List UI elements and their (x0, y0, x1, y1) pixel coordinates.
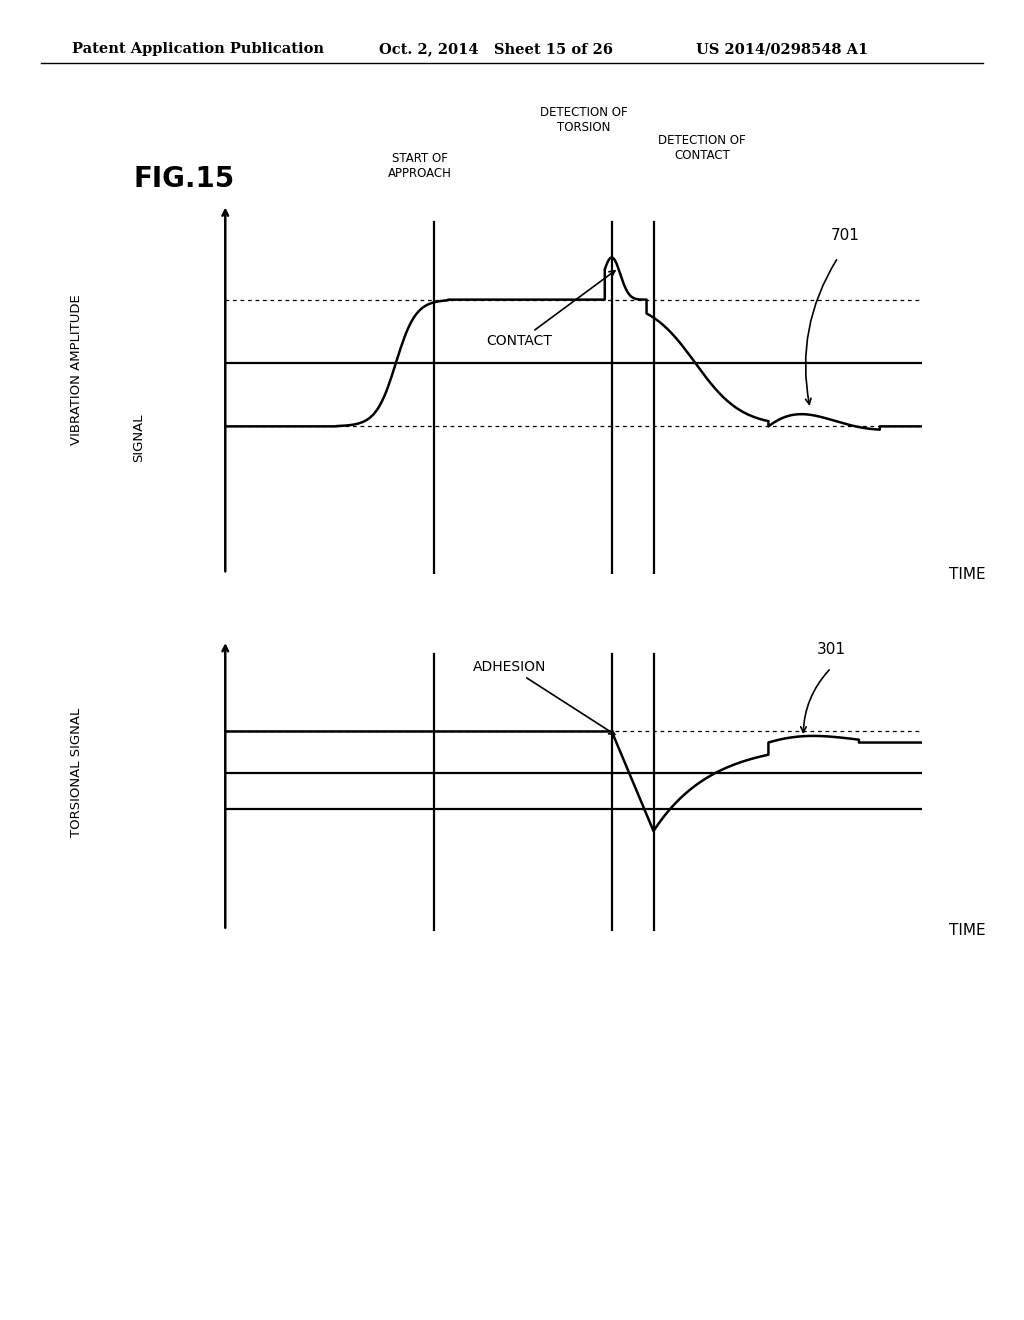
Text: TIME: TIME (949, 566, 986, 582)
Text: TIME: TIME (949, 923, 986, 939)
Text: US 2014/0298548 A1: US 2014/0298548 A1 (696, 42, 868, 57)
Text: FIG.15: FIG.15 (133, 165, 234, 193)
Text: DETECTION OF
CONTACT: DETECTION OF CONTACT (658, 135, 746, 162)
Text: DETECTION OF
TORSION: DETECTION OF TORSION (540, 106, 628, 135)
Text: 301: 301 (817, 642, 846, 657)
Text: SIGNAL: SIGNAL (132, 414, 144, 462)
Text: Oct. 2, 2014   Sheet 15 of 26: Oct. 2, 2014 Sheet 15 of 26 (379, 42, 613, 57)
Text: 701: 701 (831, 228, 860, 243)
Text: TORSIONAL SIGNAL: TORSIONAL SIGNAL (71, 708, 83, 837)
Text: CONTACT: CONTACT (486, 271, 615, 348)
Text: VIBRATION AMPLITUDE: VIBRATION AMPLITUDE (71, 294, 83, 445)
Text: Patent Application Publication: Patent Application Publication (72, 42, 324, 57)
Text: START OF
APPROACH: START OF APPROACH (388, 152, 453, 180)
Text: ADHESION: ADHESION (472, 660, 614, 734)
